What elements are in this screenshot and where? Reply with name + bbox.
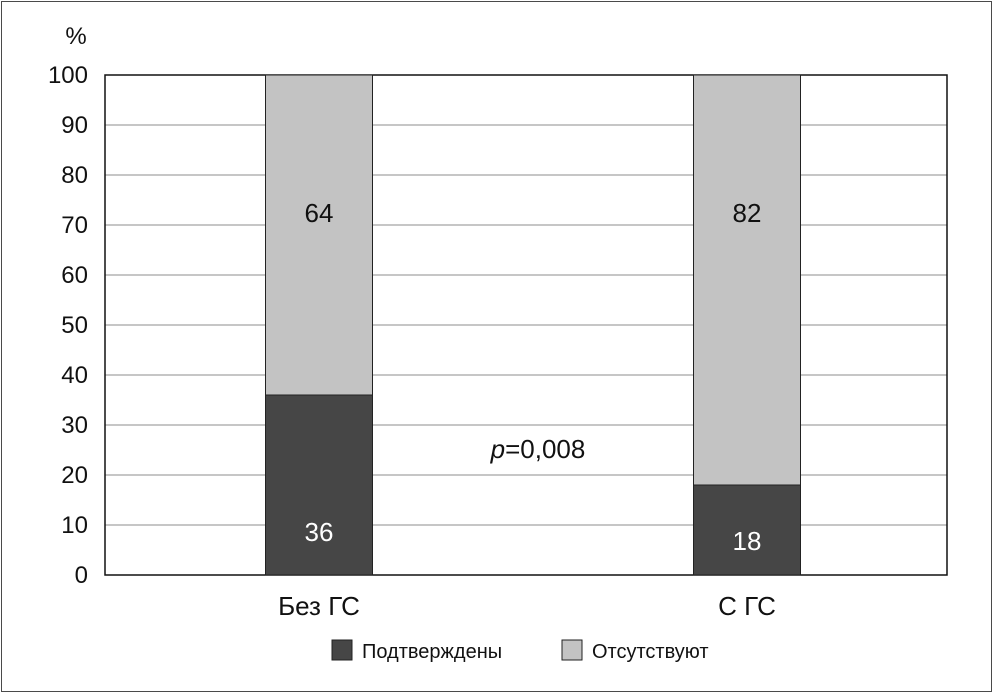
y-axis-ticks: 0 10 20 30 40 50 60 70 80 90 100 — [48, 62, 88, 589]
x-tick-label: Без ГС — [278, 591, 360, 621]
y-tick-label: 40 — [61, 362, 88, 389]
data-label: 18 — [733, 526, 762, 556]
y-tick-label: 100 — [48, 62, 88, 89]
bar-segment — [265, 74, 373, 396]
x-axis-ticks: Без ГС С ГС — [278, 591, 776, 621]
data-label: 64 — [305, 198, 334, 228]
y-tick-label: 70 — [61, 212, 88, 239]
y-tick-label: 20 — [61, 462, 88, 489]
plot-area — [104, 74, 948, 576]
legend-swatch — [331, 639, 353, 661]
y-tick-label: 80 — [61, 162, 88, 189]
legend: Подтверждены Отсутствуют — [331, 639, 709, 663]
legend-label: Подтверждены — [362, 641, 502, 663]
x-tick-label: С ГС — [718, 591, 776, 621]
y-tick-label: 0 — [75, 562, 88, 589]
gridlines — [105, 124, 947, 526]
y-axis-label: % — [65, 23, 86, 50]
y-tick-label: 50 — [61, 312, 88, 339]
y-tick-label: 10 — [61, 512, 88, 539]
bar-segment — [693, 74, 801, 486]
bar-segment — [265, 394, 373, 576]
p-value-annotation: p=0,008 — [490, 434, 586, 464]
legend-swatch — [561, 639, 583, 661]
bars: 36 64 18 82 — [265, 74, 801, 576]
p-value-symbol: p — [490, 434, 505, 464]
p-value-text: =0,008 — [505, 434, 585, 464]
legend-label: Отсутствуют — [592, 641, 709, 663]
y-tick-label: 60 — [61, 262, 88, 289]
bar-segment — [693, 484, 801, 576]
y-tick-label: 30 — [61, 412, 88, 439]
data-label: 36 — [305, 517, 334, 547]
data-label: 82 — [733, 198, 762, 228]
y-tick-label: 90 — [61, 112, 88, 139]
